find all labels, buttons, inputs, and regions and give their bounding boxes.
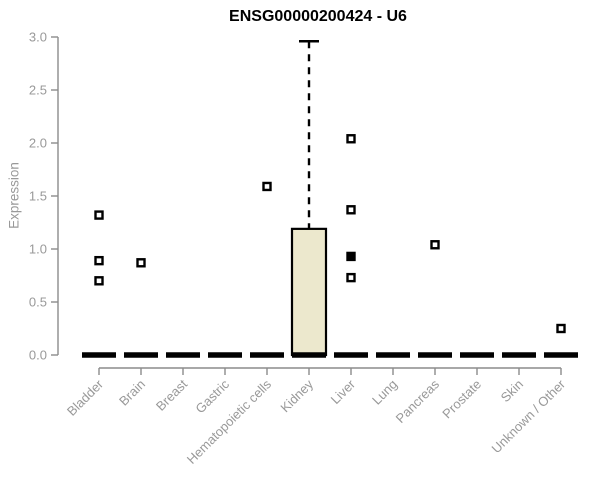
outlier-point-solid [346, 251, 356, 262]
y-tick-label: 2.0 [29, 136, 47, 151]
outlier-point [346, 272, 356, 283]
outlier-point [94, 255, 104, 266]
chart-title: ENSG00000200424 - U6 [229, 8, 407, 25]
box-rect [290, 227, 328, 357]
y-tick-label: 0.0 [29, 348, 47, 363]
outlier-point [346, 134, 356, 144]
y-tick-label: 1.5 [29, 189, 47, 204]
y-tick-label: 2.5 [29, 83, 47, 98]
y-axis-title: Expression [6, 162, 22, 229]
y-tick-label: 0.5 [29, 295, 47, 310]
outlier-point [346, 205, 356, 215]
y-tick-label: 3.0 [29, 30, 47, 45]
x-tick-label: Breast [153, 376, 190, 413]
y-tick-label: 1.0 [29, 242, 47, 257]
outlier-point [136, 258, 146, 268]
outlier-point [556, 323, 566, 334]
x-tick-label: Bladder [64, 376, 107, 419]
x-tick-label: Unknown / Other [489, 376, 569, 456]
x-tick-label: Brain [116, 377, 148, 409]
x-tick-label: Kidney [277, 376, 316, 415]
x-tick-label: Skin [498, 377, 526, 405]
outlier-point [94, 210, 104, 220]
x-tick-label: Gastric [192, 376, 232, 416]
outlier-point [262, 181, 272, 192]
x-tick-label: Pancreas [393, 376, 443, 426]
x-tick-label: Liver [328, 376, 359, 407]
x-tick-label: Prostate [439, 377, 484, 422]
outlier-point [94, 276, 104, 286]
x-tick-label: Lung [369, 377, 400, 408]
outlier-point [430, 240, 440, 250]
